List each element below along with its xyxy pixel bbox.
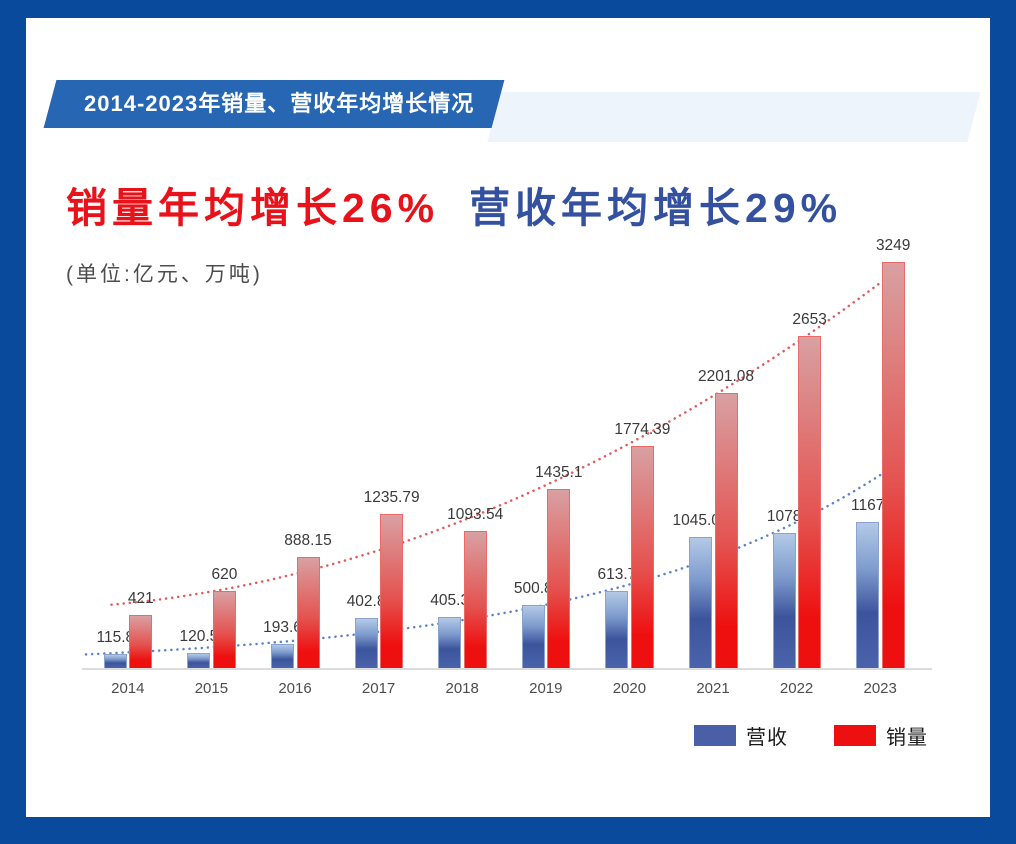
- value-label-revenue-2023: 1167: [851, 497, 885, 515]
- value-label-sales-2021: 2201.08: [697, 367, 755, 385]
- bar-sales-2019: [547, 488, 571, 668]
- bar-revenue-2015: [187, 652, 211, 668]
- value-label-sales-2014: 421: [127, 590, 154, 608]
- trendlines-overlay: [84, 266, 902, 656]
- bar-sales-2014: [129, 615, 153, 668]
- bar-sales-2016: [296, 556, 320, 668]
- headline-sales-growth: 销量年均增长26%: [66, 185, 440, 231]
- x-axis-line: [82, 668, 932, 670]
- axis-label-2019: 2019: [529, 680, 563, 697]
- bar-revenue-2016: [271, 643, 294, 668]
- value-label-revenue-2018: 405.3: [430, 592, 470, 610]
- value-label-revenue-2016: 193.6: [263, 618, 302, 636]
- chart-legend: 营收 销量: [694, 721, 928, 750]
- bar-revenue-2019: [521, 605, 545, 668]
- legend-label-sales: 销量: [886, 727, 928, 749]
- bar-revenue-2020: [605, 591, 629, 668]
- value-label-sales-2016: 888.15: [284, 531, 332, 549]
- value-label-sales-2017: 1235.79: [363, 488, 420, 506]
- value-label-sales-2019: 1435.1: [535, 463, 583, 481]
- axis-label-2016: 2016: [278, 680, 312, 697]
- value-label-sales-2022: 2653: [792, 311, 827, 329]
- axis-label-2018: 2018: [445, 680, 479, 697]
- value-label-sales-2015: 620: [211, 565, 238, 583]
- bar-sales-2021: [714, 392, 738, 668]
- bar-revenue-2018: [438, 617, 462, 668]
- bar-sales-2015: [212, 590, 236, 668]
- value-label-sales-2020: 1774.39: [614, 421, 671, 439]
- headline-row: 销量年均增长26% 营收年均增长29%: [66, 174, 966, 234]
- legend-item-sales: 销量: [834, 721, 928, 750]
- axis-label-2014: 2014: [111, 680, 145, 697]
- axis-label-2017: 2017: [361, 680, 396, 697]
- bar-sales-2017: [380, 513, 404, 668]
- chart-plot-area: 115.8 421 2014 120.5 620 2015 193.6 888.15 2016 4…: [82, 237, 932, 697]
- bar-sales-2020: [630, 446, 654, 668]
- bar-revenue-2022: [772, 533, 796, 668]
- bar-sales-2018: [463, 531, 487, 668]
- content-card: 2014-2023年销量、营收年均增长情况 销量年均增长26% 营收年均增长29…: [26, 18, 990, 817]
- sales-trendline: [110, 266, 902, 606]
- legend-item-revenue: 营收: [694, 721, 788, 750]
- value-label-sales-2018: 1093.54: [447, 506, 504, 524]
- legend-label-revenue: 营收: [746, 727, 788, 749]
- value-label-revenue-2022: 1078: [766, 508, 802, 526]
- section-title-banner: 2014-2023年销量、营收年均增长情况: [50, 80, 498, 128]
- axis-label-2020: 2020: [612, 680, 647, 697]
- bar-revenue-2014: [103, 653, 127, 668]
- bar-sales-2023: [881, 261, 905, 668]
- legend-swatch-sales: [834, 725, 876, 746]
- section-title: 2014-2023年销量、营收年均增长情况: [84, 91, 475, 116]
- bar-revenue-2023: [856, 522, 880, 668]
- value-label-revenue-2015: 120.5: [179, 627, 219, 645]
- headline-revenue-growth: 营收年均增长29%: [469, 185, 843, 231]
- axis-label-2023: 2023: [863, 680, 897, 697]
- bar-revenue-2017: [354, 617, 378, 668]
- legend-swatch-revenue: [694, 725, 736, 746]
- axis-label-2022: 2022: [779, 680, 814, 697]
- value-label-revenue-2014: 115.8: [96, 628, 135, 646]
- bar-sales-2022: [798, 336, 822, 668]
- revenue-trendline: [84, 468, 890, 656]
- value-label-revenue-2017: 402.8: [346, 592, 386, 610]
- bar-revenue-2021: [689, 537, 712, 668]
- value-label-revenue-2020: 613.7: [597, 566, 637, 584]
- unit-label: (单位:亿元、万吨): [66, 263, 263, 286]
- axis-label-2021: 2021: [696, 680, 730, 697]
- value-label-revenue-2019: 500.8: [513, 580, 553, 598]
- value-label-sales-2023: 3249: [875, 236, 911, 254]
- axis-label-2015: 2015: [194, 680, 229, 697]
- banner-echo-shape: [487, 92, 981, 142]
